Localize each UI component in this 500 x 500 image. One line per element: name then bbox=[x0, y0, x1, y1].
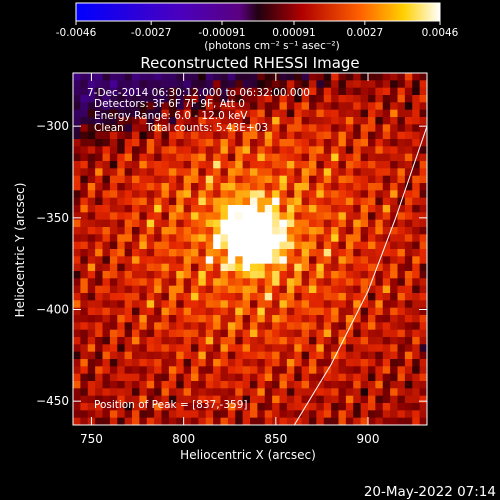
colorbar-tick-label: 0.00091 bbox=[272, 27, 315, 39]
x-tick-label: 900 bbox=[357, 432, 380, 446]
x-tick-label: 750 bbox=[80, 432, 103, 446]
colorbar-ticks: -0.0046 -0.0027 -0.00091 0.00091 0.0027 0.004… bbox=[56, 21, 459, 39]
heatmap-image bbox=[73, 73, 427, 425]
plot-area bbox=[73, 73, 427, 425]
colorbar-unit-label: (photons cm⁻² s⁻¹ asec⁻²) bbox=[204, 40, 339, 52]
chart-title: Reconstructed RHESSI Image bbox=[140, 54, 359, 72]
annotation-total-counts: Total counts: 5.43E+03 bbox=[145, 122, 268, 134]
colorbar-tick-label: 0.0046 bbox=[422, 27, 459, 39]
y-tick-label: −350 bbox=[36, 211, 69, 225]
annotation-time-range: 7-Dec-2014 06:30:12.000 to 06:32:00.000 bbox=[87, 87, 310, 99]
x-axis-label: Heliocentric X (arcsec) bbox=[180, 448, 316, 462]
footer-timestamp: 20-May-2022 07:14 bbox=[364, 484, 496, 500]
colorbar-gradient bbox=[75, 2, 441, 22]
y-axis-label: Heliocentric Y (arcsec) bbox=[13, 183, 27, 318]
y-tick-label: −450 bbox=[36, 394, 69, 408]
plot-frame bbox=[72, 72, 428, 426]
solar-limb-curve bbox=[293, 126, 427, 425]
x-tick-label: 800 bbox=[172, 432, 195, 446]
colorbar-tick-label: -0.00091 bbox=[198, 27, 245, 39]
annotation-block: 7-Dec-2014 06:30:12.000 to 06:32:00.000 … bbox=[87, 87, 310, 411]
colorbar-tick-label: -0.0027 bbox=[131, 27, 172, 39]
y-axis-ticks: −300 −350 −400 −450 bbox=[36, 119, 427, 408]
annotation-method: Clean bbox=[94, 122, 124, 134]
annotation-energy-range: Energy Range: 6.0 - 12.0 keV bbox=[94, 110, 248, 122]
annotation-peak-position: Position of Peak = [837,-359] bbox=[94, 399, 248, 411]
annotation-detectors: Detectors: 3F 6F 7F 9F, Att 0 bbox=[94, 98, 245, 110]
colorbar-tick-label: 0.0027 bbox=[346, 27, 383, 39]
colorbar-tick-label: -0.0046 bbox=[56, 27, 97, 39]
y-tick-label: −300 bbox=[36, 119, 69, 133]
y-tick-label: −400 bbox=[36, 303, 69, 317]
colorbar: -0.0046 -0.0027 -0.00091 0.00091 0.0027 0.004… bbox=[56, 2, 459, 52]
x-tick-label: 850 bbox=[264, 432, 287, 446]
x-axis-ticks: 750 800 850 900 bbox=[80, 73, 379, 446]
